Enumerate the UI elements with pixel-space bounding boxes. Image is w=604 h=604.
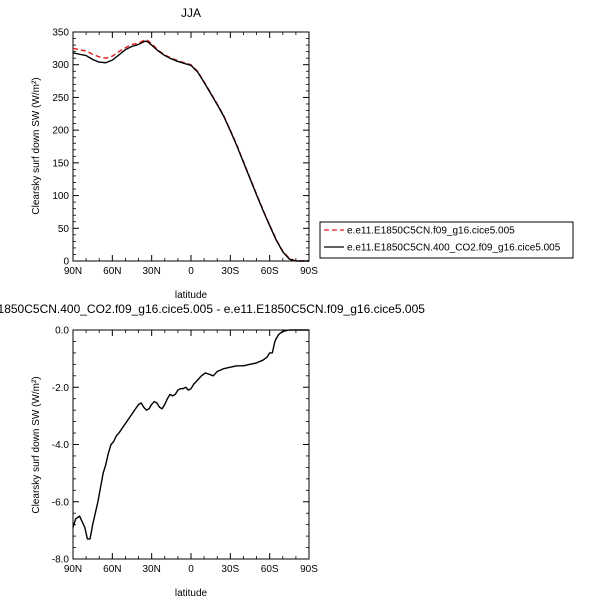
x-tick-label: 60S — [261, 266, 279, 277]
bottom-chart: e.e11.E1850C5CN.400_CO2.f09_g16.cice5.00… — [0, 302, 425, 599]
x-tick-label: 30N — [142, 564, 160, 575]
y-tick-label: 350 — [52, 28, 69, 39]
x-tick-label: 60N — [103, 266, 121, 277]
x-tick-label: 90S — [300, 564, 318, 575]
x-tick-label: 90S — [300, 266, 318, 277]
y-tick-label: -8.0 — [52, 555, 70, 566]
bottom-chart-x-ticks: 90N 60N 30N 0 30S 60S 90S — [64, 330, 318, 575]
x-tick-label: 90N — [64, 266, 82, 277]
y-tick-label: 150 — [52, 158, 69, 169]
y-tick-label: 100 — [52, 191, 69, 202]
top-chart: JJA 0 50 100 150 200 250 300 350 90N 60N 30N 0 30S 6… — [31, 6, 318, 301]
top-chart-y-axis-title: Clearsky surf down SW (W/m²) — [31, 77, 42, 214]
legend-label-experiment: e.e11.E1850C5CN.400_CO2.f09_g16.cice5.00… — [347, 243, 561, 254]
y-tick-label: 0 — [63, 257, 69, 268]
legend-label-control: e.e11.E1850C5CN.f09_g16.cice5.005 — [347, 226, 515, 237]
legend: e.e11.E1850C5CN.f09_g16.cice5.005 e.e11.… — [319, 221, 574, 259]
bottom-chart-title: e.e11.E1850C5CN.400_CO2.f09_g16.cice5.00… — [0, 302, 425, 316]
y-tick-label: 250 — [52, 93, 69, 104]
x-tick-label: 30N — [142, 266, 160, 277]
y-tick-label: 50 — [58, 224, 70, 235]
x-tick-label: 30S — [221, 564, 239, 575]
x-tick-label: 0 — [188, 564, 194, 575]
y-tick-label: -4.0 — [52, 440, 70, 451]
x-tick-label: 60S — [261, 564, 279, 575]
top-chart-series — [72, 39, 309, 262]
series-line-0-1 — [72, 40, 309, 262]
series-line-0-0 — [72, 39, 309, 262]
x-tick-label: 90N — [64, 564, 82, 575]
y-tick-label: -6.0 — [52, 497, 70, 508]
x-tick-label: 30S — [221, 266, 239, 277]
x-tick-label: 60N — [103, 564, 121, 575]
y-tick-label: 200 — [52, 126, 69, 137]
legend-frame — [319, 221, 574, 259]
top-chart-x-axis-title: latitude — [175, 290, 208, 301]
top-chart-x-ticks: 90N 60N 30N 0 30S 60S 90S — [64, 32, 318, 277]
bottom-chart-y-axis-title: Clearsky surf down SW (W/m²) — [31, 376, 42, 513]
x-tick-label: 0 — [188, 266, 194, 277]
bottom-chart-frame — [72, 329, 310, 560]
top-chart-title: JJA — [181, 6, 201, 20]
y-tick-label: -2.0 — [52, 383, 70, 394]
bottom-chart-x-axis-title: latitude — [175, 588, 208, 599]
series-line-1-0 — [72, 329, 309, 540]
top-chart-y-ticks: 0 50 100 150 200 250 300 350 — [52, 28, 309, 268]
bottom-chart-series — [72, 329, 309, 540]
y-tick-label: 300 — [52, 60, 69, 71]
bottom-chart-y-ticks: -8.0 -6.0 -4.0 -2.0 0.0 — [52, 326, 309, 566]
y-tick-label: 0.0 — [55, 326, 69, 337]
